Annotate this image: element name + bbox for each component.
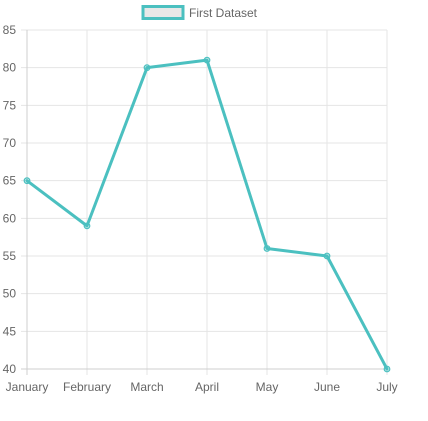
legend-label[interactable]: First Dataset [189,6,258,20]
axes [21,30,387,375]
legend[interactable]: First Dataset [141,5,258,20]
x-tick-label: June [314,380,340,394]
y-tick-label: 65 [3,174,17,188]
legend-swatch[interactable] [141,5,185,20]
x-tick-label: April [195,380,219,394]
y-tick-label: 60 [3,211,17,225]
x-tick-label: January [6,380,49,394]
data-point[interactable] [143,64,151,72]
data-point[interactable] [323,252,331,260]
y-axis-tick-labels: 40 45 50 55 60 65 70 75 80 85 [3,23,17,376]
x-tick-label: February [63,380,111,394]
data-point[interactable] [23,177,31,185]
y-tick-label: 80 [3,61,17,75]
data-point[interactable] [383,365,391,373]
y-tick-label: 55 [3,249,17,263]
data-point[interactable] [83,222,91,230]
series-line [25,58,389,371]
data-point[interactable] [203,56,211,64]
x-axis-tick-labels: January February March April May June July [6,380,398,394]
x-tick-label: March [130,380,163,394]
y-tick-label: 85 [3,23,17,37]
y-tick-label: 45 [3,324,17,338]
data-series [23,56,391,373]
gridlines [21,29,388,375]
y-tick-label: 40 [3,362,17,376]
data-point[interactable] [263,245,271,252]
x-tick-label: July [376,380,397,394]
y-tick-label: 75 [3,98,17,112]
y-tick-label: 50 [3,287,17,301]
x-tick-label: May [256,380,279,394]
y-tick-label: 70 [3,136,17,150]
